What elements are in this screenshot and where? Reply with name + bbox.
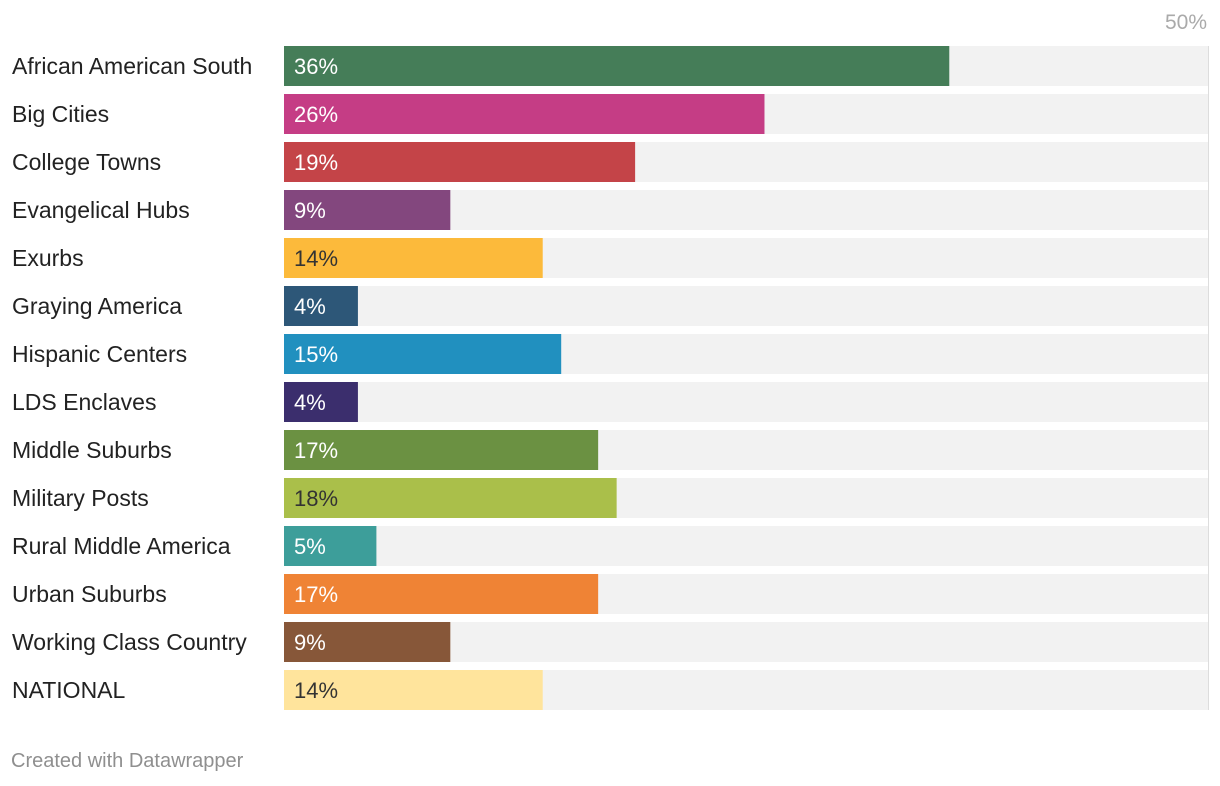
bar — [284, 574, 599, 614]
category-label: LDS Enclaves — [12, 389, 156, 415]
category-label: Military Posts — [12, 485, 149, 511]
value-label: 36% — [294, 54, 338, 79]
bar-track — [284, 526, 1208, 566]
category-label: Hispanic Centers — [12, 341, 187, 367]
bar — [284, 286, 358, 326]
category-label: Graying America — [12, 293, 182, 319]
category-label: College Towns — [12, 149, 161, 175]
bar — [284, 622, 451, 662]
value-label: 19% — [294, 150, 338, 175]
bar — [284, 238, 543, 278]
bar-track — [284, 382, 1208, 422]
value-label: 5% — [294, 534, 326, 559]
bar — [284, 430, 599, 470]
value-label: 4% — [294, 294, 326, 319]
value-label: 18% — [294, 486, 338, 511]
axis-max-label: 50% — [1165, 11, 1207, 34]
value-label: 14% — [294, 678, 338, 703]
bar-track — [284, 286, 1208, 326]
bar — [284, 670, 543, 710]
category-label: Working Class Country — [12, 629, 247, 655]
category-label: Rural Middle America — [12, 533, 231, 559]
value-label: 15% — [294, 342, 338, 367]
value-label: 4% — [294, 390, 326, 415]
category-label: NATIONAL — [12, 677, 126, 703]
category-label: Exurbs — [12, 245, 84, 271]
bar — [284, 334, 562, 374]
value-label: 9% — [294, 198, 326, 223]
datawrapper-credit: Created with Datawrapper — [11, 750, 244, 772]
value-label: 17% — [294, 582, 338, 607]
category-label: African American South — [12, 53, 252, 79]
category-label: Big Cities — [12, 101, 109, 127]
value-label: 14% — [294, 246, 338, 271]
bar — [284, 478, 617, 518]
category-label: Evangelical Hubs — [12, 197, 190, 223]
bar — [284, 382, 358, 422]
category-label: Urban Suburbs — [12, 581, 167, 607]
bar — [284, 526, 377, 566]
value-label: 26% — [294, 102, 338, 127]
bar — [284, 94, 765, 134]
category-label: Middle Suburbs — [12, 437, 172, 463]
bar — [284, 46, 950, 86]
bar — [284, 190, 451, 230]
value-label: 9% — [294, 630, 326, 655]
bar — [284, 142, 636, 182]
value-label: 17% — [294, 438, 338, 463]
